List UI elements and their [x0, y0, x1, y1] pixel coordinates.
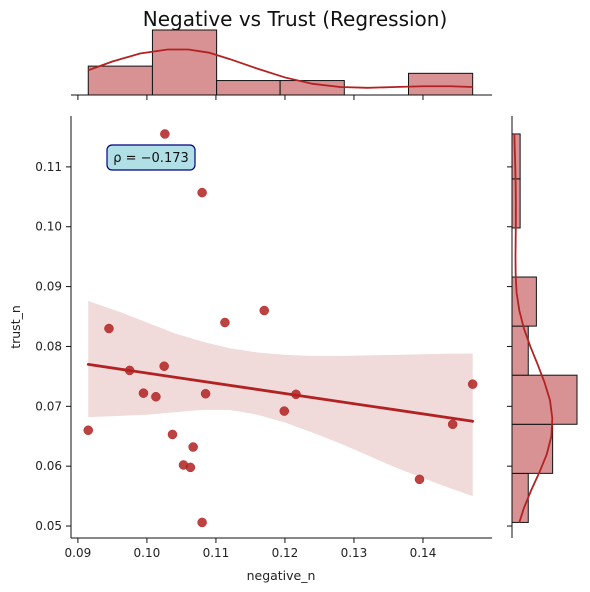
- x-marginal-histogram: [71, 29, 492, 100]
- scatter-point: [159, 361, 169, 371]
- confidence-band: [88, 300, 473, 497]
- x-tick-label: 0.11: [203, 546, 230, 560]
- scatter-point: [197, 517, 207, 528]
- scatter-point: [104, 323, 114, 334]
- scatter-point: [200, 388, 211, 399]
- scatter-regression-plot: 0.09 0.10 0.11 0.12 0.13 0.14 0.05 0.06 0.07 0.08…: [35, 116, 492, 560]
- y-axis-label: trust_n: [8, 305, 23, 349]
- x-tick-label: 0.13: [341, 546, 368, 560]
- scatter-point: [197, 187, 207, 198]
- scatter-point: [151, 391, 161, 402]
- x-tick-label: 0.14: [410, 546, 437, 560]
- y-tick-label: 0.05: [35, 519, 62, 533]
- scatter-point: [185, 462, 196, 473]
- y-kde-curve: [513, 133, 554, 523]
- scatter-point: [467, 379, 478, 389]
- y-marginal-histogram: [507, 116, 578, 538]
- scatter-point: [447, 419, 458, 430]
- scatter-point: [188, 442, 198, 452]
- scatter-point: [414, 474, 425, 485]
- regression-line: [86, 363, 475, 423]
- x-histogram-bar: [151, 29, 218, 96]
- x-histogram-bar: [407, 72, 474, 96]
- y-tick-label: 0.08: [35, 339, 62, 353]
- y-tick-label: 0.07: [35, 399, 62, 413]
- y-tick-label: 0.09: [35, 280, 62, 294]
- y-tick-label: 0.06: [35, 459, 62, 473]
- x-histogram-bar: [279, 80, 345, 96]
- scatter-point: [83, 425, 93, 436]
- scatter-point: [167, 429, 178, 440]
- x-tick-label: 0.09: [65, 546, 92, 560]
- x-tick-label: 0.12: [272, 546, 299, 560]
- scatter-point: [160, 129, 170, 139]
- y-tick-label: 0.11: [35, 160, 62, 174]
- chart-title: Negative vs Trust (Regression): [143, 7, 448, 31]
- x-kde-curve: [87, 48, 473, 89]
- scatter-point: [279, 406, 290, 416]
- x-histogram-bar: [216, 80, 281, 96]
- x-tick-label: 0.10: [134, 546, 161, 560]
- correlation-annotation-box: [106, 144, 196, 171]
- correlation-annotation: ρ = −0.173: [106, 144, 196, 171]
- scatter-point: [138, 388, 149, 398]
- scatter-point: [259, 305, 269, 316]
- x-histogram-bar: [87, 65, 153, 96]
- correlation-annotation-text: ρ = −0.173: [113, 151, 189, 166]
- x-axis-label: negative_n: [247, 568, 316, 583]
- y-histogram-bar: [511, 472, 529, 523]
- scatter-point: [220, 317, 230, 328]
- y-tick-label: 0.10: [35, 220, 62, 234]
- y-histogram-bar: [511, 423, 554, 474]
